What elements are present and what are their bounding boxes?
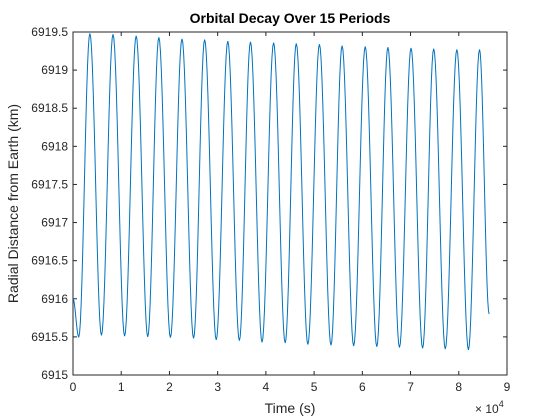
series-line	[72, 33, 490, 350]
y-tick-label: 6916.5	[31, 254, 68, 268]
y-tick-label: 6919	[41, 63, 68, 77]
x-multiplier-exponent: 4	[499, 399, 504, 409]
y-tick-label: 6918	[41, 139, 68, 153]
y-tick-label: 6916	[41, 292, 68, 306]
x-axis-multiplier: × 104	[475, 399, 504, 416]
x-tick-label: 2	[166, 380, 173, 394]
x-tick-label: 8	[455, 380, 462, 394]
x-tick-label: 0	[70, 380, 77, 394]
y-tick-labels: 6915 6915.5 6916 6916.5 6917 6917.5 6918 6918.5…	[31, 25, 68, 382]
x-tick-label: 5	[311, 380, 318, 394]
x-tick-label: 9	[504, 380, 511, 394]
y-axis-label: Radial Distance from Earth (km)	[5, 104, 21, 303]
y-tick-label: 6917.5	[31, 177, 68, 191]
x-tick-label: 3	[214, 380, 221, 394]
x-axis-label: Time (s)	[265, 400, 316, 416]
x-tick-label: 1	[118, 380, 125, 394]
chart-title: Orbital Decay Over 15 Periods	[190, 10, 391, 26]
x-tick-label: 4	[263, 380, 270, 394]
y-tick-label: 6915	[41, 368, 68, 382]
x-tick-labels: 0 1 2 3 4 5 6 7 8 9	[70, 380, 511, 394]
tick-marks	[72, 31, 508, 376]
y-tick-label: 6919.5	[31, 25, 68, 39]
x-tick-label: 6	[359, 380, 366, 394]
y-tick-label: 6915.5	[31, 330, 68, 344]
x-multiplier-base: × 10	[475, 402, 499, 416]
y-tick-label: 6917	[41, 216, 68, 230]
x-tick-label: 7	[407, 380, 414, 394]
y-tick-label: 6918.5	[31, 101, 68, 115]
